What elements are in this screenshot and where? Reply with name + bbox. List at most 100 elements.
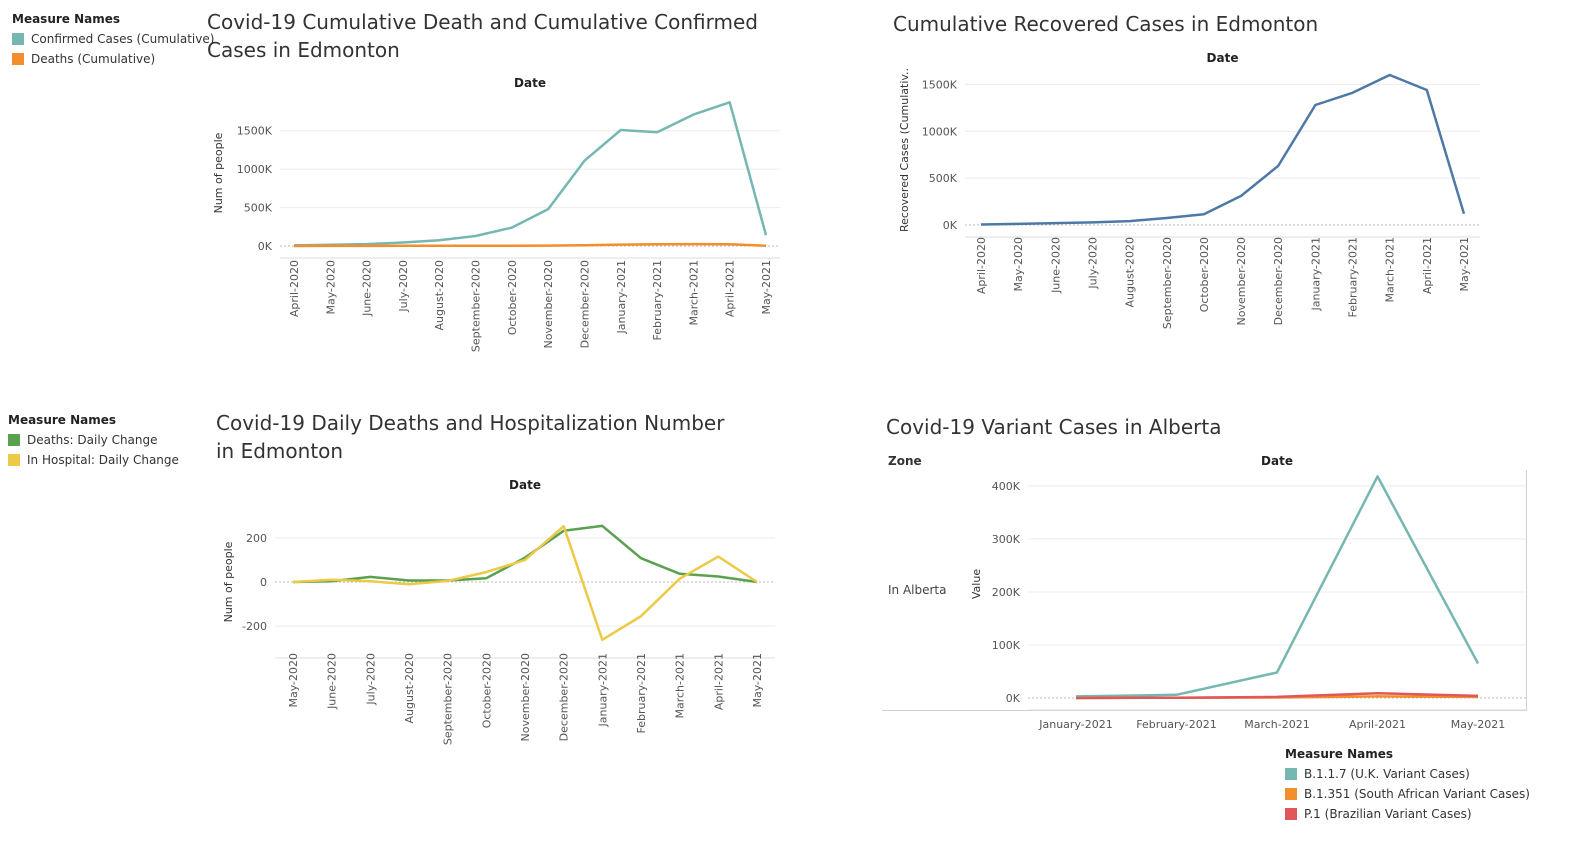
- swatch-green: [8, 434, 20, 446]
- y-tick-label: 200K: [992, 586, 1021, 599]
- legend-item-deaths[interactable]: Deaths (Cumulative): [12, 52, 214, 66]
- x-tick-label: February-2021: [1347, 237, 1360, 318]
- column-header: Date: [509, 478, 541, 492]
- x-tick-label: June-2020: [361, 260, 374, 317]
- x-tick-label: December-2020: [578, 260, 591, 348]
- x-tick-label: January-2021: [615, 260, 628, 334]
- x-tick-label: March-2021: [687, 260, 700, 326]
- legend-title: Measure Names: [8, 413, 117, 427]
- x-tick-label: January-2021: [1038, 718, 1112, 731]
- chart4-title: Covid-19 Variant Cases in Alberta: [886, 415, 1222, 439]
- x-tick-label: February-2021: [651, 260, 664, 341]
- chart3-plot: Date Num of people -200 0 200 May-2020 June-20…: [222, 478, 775, 745]
- chart2-plot: Date Recovered Cases (Cumulativ.. 0K 500K 10…: [898, 51, 1480, 329]
- x-tick-label: September-2020: [470, 260, 483, 352]
- column-header: Date: [1207, 51, 1239, 65]
- x-tick-label: February-2021: [1136, 718, 1217, 731]
- chart4-plot: Date Value 0K 100K 200K 300K 400K January-2021 F…: [970, 454, 1526, 731]
- y-tick-label: 1000K: [922, 125, 958, 138]
- x-tick-label: November-2020: [519, 653, 532, 741]
- x-tick-label: April-2020: [975, 237, 988, 294]
- x-tick-label: December-2020: [1272, 237, 1285, 325]
- x-tick-label: March-2021: [1384, 237, 1397, 303]
- x-tick-label: July-2020: [1086, 237, 1099, 290]
- swatch-teal: [12, 33, 24, 45]
- y-axis-label: Num of people: [212, 132, 225, 213]
- legend-title: Measure Names: [1285, 747, 1394, 761]
- series-line-1: [980, 73, 1466, 226]
- column-header: Date: [514, 76, 546, 90]
- row-label: In Alberta: [888, 583, 947, 597]
- legend-item-br[interactable]: P.1 (Brazilian Variant Cases): [1285, 807, 1530, 821]
- y-axis-label: Value: [970, 569, 983, 599]
- x-tick-label: February-2021: [635, 653, 648, 734]
- y-tick-label: 100K: [992, 639, 1021, 652]
- x-tick-label: November-2020: [1235, 237, 1248, 325]
- legend-item-sa[interactable]: B.1.351 (South African Variant Cases): [1285, 787, 1530, 801]
- series-line-1: [292, 524, 758, 584]
- x-tick-label: August-2020: [433, 260, 446, 330]
- x-tick-label: June-2020: [1049, 237, 1062, 294]
- y-tick-label: 0K: [1006, 692, 1021, 705]
- x-tick-label: May-2021: [760, 260, 773, 315]
- chart3-title: Covid-19 Daily Deaths and Hospitalizatio…: [216, 411, 725, 463]
- legend-chart1: Measure Names Confirmed Cases (Cumulativ…: [12, 12, 214, 66]
- x-tick-label: July-2020: [397, 260, 410, 313]
- x-tick-label: November-2020: [542, 260, 555, 348]
- swatch-yellow: [8, 454, 20, 466]
- x-tick-label: October-2020: [1198, 237, 1211, 312]
- x-tick-label: May-2020: [287, 653, 300, 708]
- y-tick-label: 500K: [244, 202, 273, 215]
- x-tick-label: September-2020: [1161, 237, 1174, 329]
- x-tick-label: March-2021: [1244, 718, 1310, 731]
- y-axis-label: Recovered Cases (Cumulativ..: [898, 68, 911, 232]
- series-line-2: [292, 524, 758, 642]
- legend-item-uk[interactable]: B.1.1.7 (U.K. Variant Cases): [1285, 767, 1530, 781]
- chart1-plot: Date Num of people 0K 500K 1000K 1500K April-2…: [212, 76, 780, 352]
- legend-item-hospital-daily[interactable]: In Hospital: Daily Change: [8, 453, 179, 467]
- x-tick-label: January-2021: [596, 653, 609, 727]
- y-tick-label: 1500K: [922, 78, 958, 91]
- x-tick-label: July-2020: [364, 653, 377, 706]
- y-axis-label: Num of people: [222, 541, 235, 622]
- x-tick-label: May-2021: [1458, 237, 1471, 292]
- y-tick-label: 0K: [943, 219, 958, 232]
- x-tick-label: August-2020: [1124, 237, 1137, 307]
- x-tick-label: April-2021: [724, 260, 737, 317]
- y-tick-label: 0: [260, 576, 267, 589]
- legend-chart4: Measure Names B.1.1.7 (U.K. Variant Case…: [1285, 747, 1530, 821]
- y-tick-label: 1000K: [237, 163, 273, 176]
- x-tick-label: March-2021: [674, 653, 687, 719]
- legend-item-deaths-daily[interactable]: Deaths: Daily Change: [8, 433, 179, 447]
- zone-header: Zone: [888, 454, 922, 468]
- y-tick-label: -200: [242, 620, 267, 633]
- x-tick-label: May-2021: [751, 653, 764, 708]
- chart2-title: Cumulative Recovered Cases in Edmonton: [893, 12, 1319, 36]
- y-tick-label: 400K: [992, 480, 1021, 493]
- y-tick-label: 500K: [929, 172, 958, 185]
- x-tick-label: April-2021: [1349, 718, 1406, 731]
- x-tick-label: June-2020: [326, 653, 339, 710]
- swatch-teal: [1285, 768, 1297, 780]
- x-tick-label: September-2020: [442, 653, 455, 745]
- x-tick-label: April-2021: [1421, 237, 1434, 294]
- x-tick-label: April-2020: [288, 260, 301, 317]
- chart1-title: Covid-19 Cumulative Death and Cumulative…: [207, 10, 758, 62]
- x-tick-label: May-2020: [1012, 237, 1025, 292]
- x-tick-label: October-2020: [506, 260, 519, 335]
- swatch-orange: [1285, 788, 1297, 800]
- series-line-1: [1075, 475, 1480, 698]
- y-tick-label: 1500K: [237, 125, 273, 138]
- series-line-3: [1075, 691, 1479, 700]
- series-line-1: [293, 101, 768, 247]
- x-tick-label: May-2021: [1451, 718, 1506, 731]
- legend-item-confirmed[interactable]: Confirmed Cases (Cumulative): [12, 32, 214, 46]
- swatch-red: [1285, 808, 1297, 820]
- legend-title: Measure Names: [12, 12, 121, 26]
- x-tick-label: August-2020: [403, 653, 416, 723]
- legend-chart3: Measure Names Deaths: Daily Change In Ho…: [8, 413, 179, 467]
- x-tick-label: January-2021: [1309, 237, 1322, 311]
- y-tick-label: 0K: [258, 240, 273, 253]
- x-tick-label: April-2021: [712, 653, 725, 710]
- x-tick-label: December-2020: [558, 653, 571, 741]
